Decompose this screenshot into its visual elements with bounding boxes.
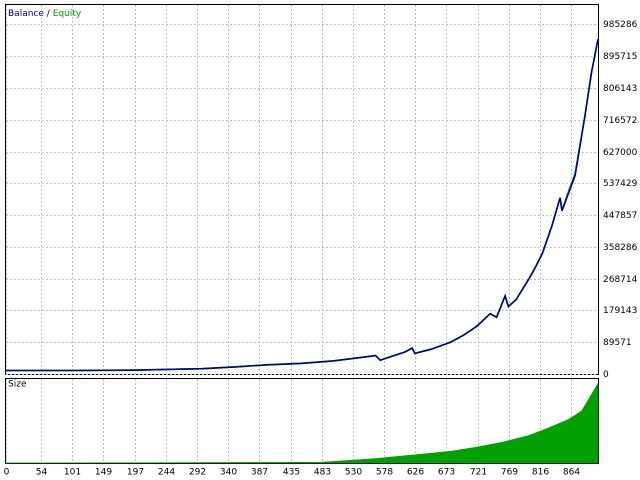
x-tick-label: 435 [283,468,300,478]
x-tick-label: 864 [563,468,580,478]
x-tick-label: 483 [314,468,331,478]
y-tick-label: 179143 [603,306,637,316]
y-tick-label: 537429 [603,179,638,189]
x-tick-label: 292 [189,468,206,478]
x-tick-label: 340 [220,468,237,478]
legend-equity: Equity [53,9,82,19]
y-tick-label: 627000 [603,148,638,158]
y-tick-label: 0 [603,370,609,380]
legend-separator: / [47,9,51,19]
y-tick-label: 985286 [603,20,638,30]
x-tick-label: 721 [470,468,487,478]
y-tick-label: 89571 [603,338,632,348]
legend-balance: Balance [8,9,44,19]
y-tick-label: 806143 [603,84,637,94]
x-tick-label: 101 [64,468,81,478]
y-tick-label: 895715 [603,52,637,62]
legend: Balance / Equity [8,9,82,19]
x-tick-label: 769 [501,468,518,478]
x-tick-label: 0 [4,468,10,478]
x-tick-label: 578 [376,468,393,478]
y-tick-label: 268714 [603,275,638,285]
x-tick-label: 149 [95,468,112,478]
x-tick-label: 197 [127,468,144,478]
y-tick-label: 447857 [603,211,637,221]
y-tick-label: 358286 [603,243,638,253]
x-tick-label: 673 [438,468,455,478]
size-title: Size [8,380,27,390]
series-line [6,39,599,372]
marks [5,39,599,464]
x-tick-label: 54 [36,468,48,478]
x-tick-label: 530 [345,468,362,478]
y-tick-label: 716572 [603,116,637,126]
size-area [5,382,599,464]
x-tick-label: 387 [251,468,268,478]
main-panel [5,4,599,375]
x-tick-label: 626 [407,468,424,478]
grid [6,5,598,463]
x-tick-label: 244 [158,468,175,478]
x-tick-label: 816 [532,468,549,478]
